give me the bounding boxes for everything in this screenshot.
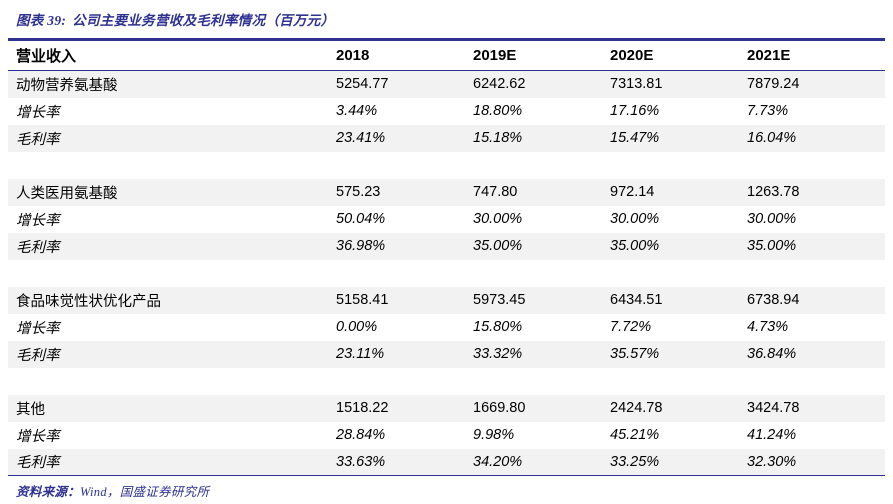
table-row: 毛利率 36.98% 35.00% 35.00% 35.00%: [8, 232, 885, 260]
cell-value: 1669.80: [473, 400, 526, 416]
row-label: 增长率: [16, 212, 60, 229]
cell-value: 7.72%: [610, 319, 652, 335]
cell-value: 36.98%: [336, 238, 386, 254]
cell-value: 50.04%: [336, 211, 386, 227]
cell-value: 33.25%: [610, 453, 660, 470]
cell-value: 30.00%: [747, 211, 797, 227]
cell-value: 2424.78: [610, 400, 663, 416]
row-label: 增长率: [16, 320, 60, 337]
cell-value: 575.23: [336, 184, 381, 200]
cell-value: 6434.51: [610, 292, 663, 308]
row-label: 食品味觉性状优化产品: [16, 293, 161, 310]
table-header-row: 营业收入 2018 2019E 2020E 2021E: [8, 39, 885, 71]
cell-value: 35.00%: [610, 238, 660, 254]
source-note: 资料来源：Wind，国盛证券研究所: [8, 476, 885, 504]
cell-value: 1263.78: [747, 184, 800, 200]
table-row: 增长率 3.44% 18.80% 17.16% 7.73%: [8, 98, 885, 125]
cell-value: 23.11%: [336, 346, 385, 362]
row-label: 毛利率: [16, 131, 60, 148]
cell-value: 34.20%: [473, 453, 523, 470]
cell-value: 6242.62: [473, 76, 526, 93]
cell-value: 15.18%: [473, 130, 523, 146]
cell-value: 41.24%: [747, 427, 797, 443]
table-body: 动物营养氨基酸 5254.77 6242.62 7313.81 7879.24 增长率 3.…: [8, 70, 885, 476]
cell-value: 972.14: [610, 184, 655, 200]
source-label: 资料来源：: [16, 485, 81, 499]
col-header-year: 2021E: [747, 39, 885, 71]
spacer-cell: [8, 152, 885, 179]
cell-value: 45.21%: [610, 427, 660, 443]
cell-value: 7.73%: [747, 103, 789, 119]
row-label: 毛利率: [16, 455, 60, 472]
figure-number-label: 图表 39:: [16, 13, 67, 28]
cell-value: 0.00%: [336, 319, 378, 335]
cell-value: 36.84%: [747, 346, 797, 362]
table-row: 毛利率 33.63% 34.20% 33.25% 32.30%: [8, 448, 885, 476]
col-header-revenue: 营业收入: [8, 39, 336, 71]
table-row: 毛利率 23.11% 33.32% 35.57% 36.84%: [8, 340, 885, 368]
cell-value: 33.32%: [473, 346, 523, 362]
row-label: 毛利率: [16, 239, 60, 256]
cell-value: 747.80: [473, 184, 518, 200]
row-label: 增长率: [16, 104, 60, 121]
table-row: 人类医用氨基酸 575.23 747.80 972.14 1263.78: [8, 178, 885, 206]
spacer-row: [8, 151, 885, 179]
cell-value: 32.30%: [747, 453, 797, 470]
cell-value: 5158.41: [336, 292, 389, 308]
spacer-row: [8, 367, 885, 395]
cell-value: 33.63%: [336, 453, 386, 470]
cell-value: 23.41%: [336, 130, 386, 146]
row-label: 动物营养氨基酸: [16, 77, 118, 94]
table-row: 增长率 28.84% 9.98% 45.21% 41.24%: [8, 422, 885, 449]
figure-title-text: 公司主要业务营收及毛利率情况（百万元）: [72, 13, 335, 28]
cell-value: 9.98%: [473, 427, 515, 443]
cell-value: 35.57%: [610, 346, 660, 362]
cell-value: 5973.45: [473, 292, 526, 308]
cell-value: 7879.24: [747, 76, 800, 93]
figure-title: 图表 39: 公司主要业务营收及毛利率情况（百万元）: [8, 6, 885, 38]
cell-value: 5254.77: [336, 76, 389, 93]
row-label: 人类医用氨基酸: [16, 185, 118, 202]
cell-value: 16.04%: [747, 130, 797, 146]
cell-value: 17.16%: [610, 103, 660, 119]
col-header-year: 2018: [336, 39, 473, 71]
table-row: 毛利率 23.41% 15.18% 15.47% 16.04%: [8, 124, 885, 152]
cell-value: 18.80%: [473, 103, 523, 119]
row-label: 增长率: [16, 428, 60, 445]
spacer-cell: [8, 368, 885, 395]
table-row: 动物营养氨基酸 5254.77 6242.62 7313.81 7879.24: [8, 70, 885, 98]
spacer-cell: [8, 260, 885, 287]
cell-value: 3.44%: [336, 103, 378, 119]
spacer-row: [8, 259, 885, 287]
table-row: 增长率 0.00% 15.80% 7.72% 4.73%: [8, 314, 885, 341]
cell-value: 28.84%: [336, 427, 386, 443]
source-text: Wind，国盛证券研究所: [80, 485, 210, 499]
col-header-year: 2020E: [610, 39, 747, 71]
cell-value: 35.00%: [473, 238, 523, 254]
revenue-table: 营业收入 2018 2019E 2020E 2021E 动物营养氨基酸 5254.77 62…: [8, 38, 885, 476]
cell-value: 7313.81: [610, 76, 663, 93]
cell-value: 15.47%: [610, 130, 660, 146]
cell-value: 1518.22: [336, 400, 389, 416]
col-header-year: 2019E: [473, 39, 610, 71]
table-row: 增长率 50.04% 30.00% 30.00% 30.00%: [8, 206, 885, 233]
cell-value: 4.73%: [747, 319, 789, 335]
cell-value: 30.00%: [473, 211, 523, 227]
cell-value: 35.00%: [747, 238, 797, 254]
cell-value: 6738.94: [747, 292, 800, 308]
row-label: 毛利率: [16, 347, 60, 364]
cell-value: 30.00%: [610, 211, 660, 227]
cell-value: 3424.78: [747, 400, 800, 416]
cell-value: 15.80%: [473, 319, 523, 335]
row-label: 其他: [16, 401, 45, 418]
table-row: 食品味觉性状优化产品 5158.41 5973.45 6434.51 6738.94: [8, 286, 885, 314]
table-row: 其他 1518.22 1669.80 2424.78 3424.78: [8, 394, 885, 422]
